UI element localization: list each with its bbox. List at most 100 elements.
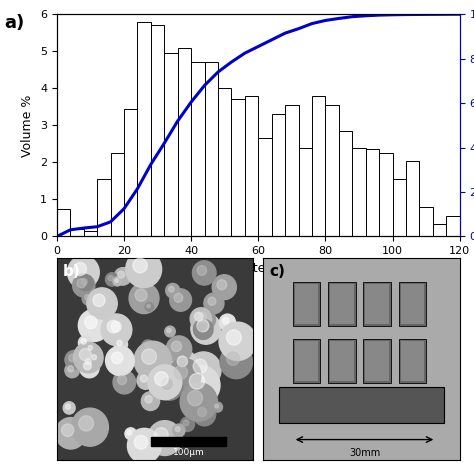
Circle shape bbox=[72, 408, 109, 446]
Circle shape bbox=[142, 340, 154, 353]
Circle shape bbox=[227, 352, 239, 365]
Text: b): b) bbox=[63, 264, 81, 279]
Circle shape bbox=[193, 403, 216, 426]
Circle shape bbox=[217, 280, 227, 290]
Circle shape bbox=[85, 316, 97, 328]
Bar bbox=[365, 340, 389, 381]
Circle shape bbox=[177, 356, 188, 366]
Circle shape bbox=[79, 348, 91, 361]
Circle shape bbox=[198, 407, 207, 417]
Circle shape bbox=[111, 352, 123, 364]
Bar bbox=[419, 207, 433, 237]
Circle shape bbox=[113, 371, 136, 394]
Circle shape bbox=[193, 319, 213, 339]
Circle shape bbox=[134, 435, 148, 449]
Circle shape bbox=[171, 341, 182, 352]
Circle shape bbox=[155, 372, 168, 386]
Circle shape bbox=[197, 323, 205, 331]
Circle shape bbox=[88, 346, 92, 350]
Bar bbox=[110, 153, 124, 237]
Bar bbox=[97, 179, 110, 237]
Bar bbox=[447, 216, 460, 237]
Circle shape bbox=[108, 275, 113, 281]
Circle shape bbox=[145, 395, 152, 403]
Circle shape bbox=[193, 359, 207, 374]
Bar bbox=[293, 282, 320, 327]
Circle shape bbox=[85, 295, 90, 300]
Circle shape bbox=[162, 378, 172, 389]
Bar bbox=[57, 209, 70, 237]
Circle shape bbox=[169, 286, 174, 292]
Circle shape bbox=[73, 274, 95, 297]
Bar bbox=[151, 437, 226, 446]
Bar bbox=[299, 147, 312, 237]
Bar bbox=[258, 138, 272, 237]
Circle shape bbox=[55, 418, 86, 449]
Circle shape bbox=[73, 342, 103, 373]
Circle shape bbox=[125, 428, 137, 440]
Circle shape bbox=[140, 375, 147, 382]
Bar bbox=[285, 105, 299, 237]
Circle shape bbox=[133, 258, 147, 273]
Circle shape bbox=[111, 321, 121, 332]
Circle shape bbox=[167, 358, 201, 393]
Bar bbox=[366, 149, 379, 237]
Bar bbox=[231, 100, 245, 237]
Circle shape bbox=[208, 297, 216, 305]
Bar bbox=[191, 63, 205, 237]
Circle shape bbox=[142, 349, 156, 365]
Circle shape bbox=[65, 350, 83, 369]
Circle shape bbox=[63, 402, 75, 414]
Circle shape bbox=[144, 342, 149, 347]
Circle shape bbox=[197, 265, 207, 275]
Circle shape bbox=[192, 261, 216, 285]
Bar bbox=[401, 284, 424, 324]
Circle shape bbox=[62, 424, 74, 437]
Circle shape bbox=[93, 294, 105, 307]
Circle shape bbox=[115, 279, 118, 283]
Bar bbox=[352, 147, 366, 237]
Circle shape bbox=[137, 372, 155, 389]
Circle shape bbox=[141, 392, 160, 410]
Bar bbox=[178, 47, 191, 237]
Circle shape bbox=[180, 417, 194, 431]
Bar bbox=[295, 284, 318, 324]
Bar bbox=[326, 105, 339, 237]
Circle shape bbox=[215, 404, 219, 408]
Circle shape bbox=[180, 383, 218, 421]
Bar bbox=[279, 387, 444, 423]
Bar bbox=[399, 282, 427, 327]
Circle shape bbox=[212, 275, 237, 300]
Circle shape bbox=[166, 283, 180, 298]
Circle shape bbox=[118, 375, 127, 384]
Circle shape bbox=[65, 363, 80, 378]
Circle shape bbox=[167, 328, 171, 333]
Bar bbox=[124, 109, 137, 237]
Circle shape bbox=[148, 420, 182, 456]
Circle shape bbox=[101, 314, 132, 346]
Circle shape bbox=[172, 351, 198, 377]
Circle shape bbox=[193, 308, 216, 330]
Circle shape bbox=[65, 404, 70, 409]
Circle shape bbox=[83, 362, 91, 370]
Bar bbox=[151, 25, 164, 237]
Circle shape bbox=[78, 310, 109, 342]
Bar bbox=[137, 22, 151, 237]
Text: 100μm: 100μm bbox=[173, 447, 204, 456]
X-axis label: Diameter (μm): Diameter (μm) bbox=[212, 262, 304, 275]
Bar bbox=[330, 340, 354, 381]
Text: 30mm: 30mm bbox=[349, 447, 380, 458]
Circle shape bbox=[190, 308, 211, 330]
Circle shape bbox=[186, 352, 221, 388]
Circle shape bbox=[219, 314, 236, 331]
Circle shape bbox=[166, 336, 191, 362]
Circle shape bbox=[80, 358, 99, 378]
Text: a): a) bbox=[4, 14, 25, 32]
Circle shape bbox=[85, 358, 91, 365]
Circle shape bbox=[118, 271, 125, 278]
Bar bbox=[392, 179, 406, 237]
Circle shape bbox=[128, 428, 161, 463]
Bar bbox=[70, 229, 84, 237]
Circle shape bbox=[107, 320, 119, 333]
Circle shape bbox=[114, 337, 128, 351]
